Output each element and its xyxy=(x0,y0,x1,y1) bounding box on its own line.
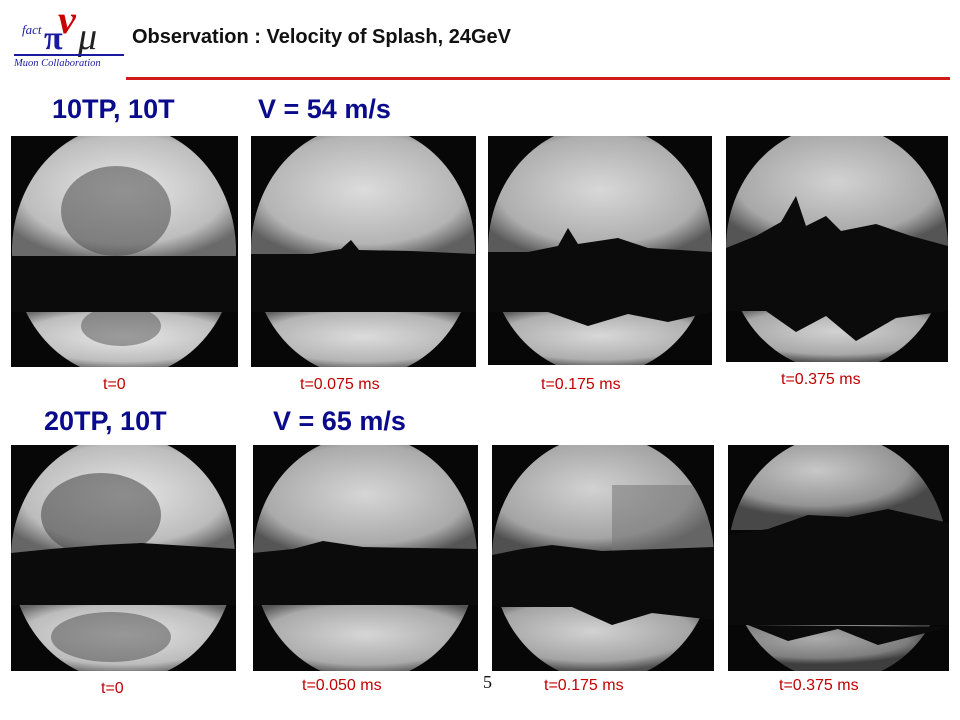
row1-frame4-photo xyxy=(726,136,948,362)
row2-frame2-image xyxy=(253,445,478,671)
row1-frame1-time: t=0 xyxy=(103,376,126,393)
row1-velocity-label: V = 54 m/s xyxy=(258,94,391,124)
row2-frame1-photo xyxy=(11,445,236,671)
row1-frame2-time: t=0.075 ms xyxy=(300,376,380,393)
row1-frame4-image xyxy=(726,136,948,362)
row2-frame4-image xyxy=(728,445,949,671)
row2-frame4-photo xyxy=(728,445,949,671)
row1-frame3-photo xyxy=(488,136,712,365)
row2-velocity-label: V = 65 m/s xyxy=(273,406,406,436)
logo-nu-glyph: ν xyxy=(58,0,76,42)
row2-frame2-time: t=0.050 ms xyxy=(302,677,382,694)
logo-pi-glyph: π xyxy=(44,20,63,57)
title-rule xyxy=(126,77,950,80)
row1-frame2-photo xyxy=(251,136,476,367)
row2-frame1-time: t=0 xyxy=(101,680,124,697)
row1-frame1-image xyxy=(11,136,238,367)
row2-frame1-image xyxy=(11,445,236,671)
logo-underline xyxy=(14,54,124,56)
row2-config-label: 20TP, 10T xyxy=(44,406,167,436)
slide-title: Observation : Velocity of Splash, 24GeV xyxy=(132,26,512,48)
row1-frame4-time: t=0.375 ms xyxy=(781,371,861,388)
page-number: 5 xyxy=(483,672,492,692)
row1-config-label: 10TP, 10T xyxy=(52,94,175,124)
row1-frame1-photo xyxy=(11,136,238,367)
logo-mu-glyph: μ xyxy=(78,16,98,58)
row2-frame3-photo xyxy=(492,445,714,671)
row2-frame3-image xyxy=(492,445,714,671)
row1-frame3-time: t=0.175 ms xyxy=(541,376,621,393)
row1-frame2-image xyxy=(251,136,476,367)
logo-fact-text: fact xyxy=(22,22,42,37)
logo-collaboration-text: Muon Collaboration xyxy=(14,58,101,69)
row2-frame3-time: t=0.175 ms xyxy=(544,677,624,694)
fact-logo: fact π ν μ Muon Collaboration xyxy=(8,0,126,76)
row2-frame2-photo xyxy=(253,445,478,671)
row1-frame3-image xyxy=(488,136,712,365)
row2-frame4-time: t=0.375 ms xyxy=(779,677,859,694)
